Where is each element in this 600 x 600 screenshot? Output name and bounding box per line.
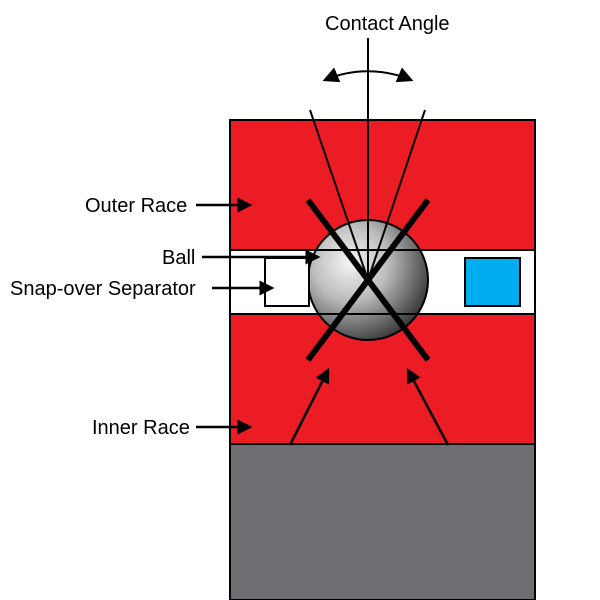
- ball-label: Ball: [162, 247, 195, 269]
- outer-race-label: Outer Race: [85, 195, 187, 217]
- separator-block: [465, 258, 520, 306]
- shaft: [230, 444, 535, 600]
- separator-label: Snap-over Separator: [10, 278, 196, 300]
- inner-race-label: Inner Race: [92, 417, 190, 439]
- contact-angle-label: Contact Angle: [325, 13, 450, 35]
- separator-left: [265, 258, 309, 306]
